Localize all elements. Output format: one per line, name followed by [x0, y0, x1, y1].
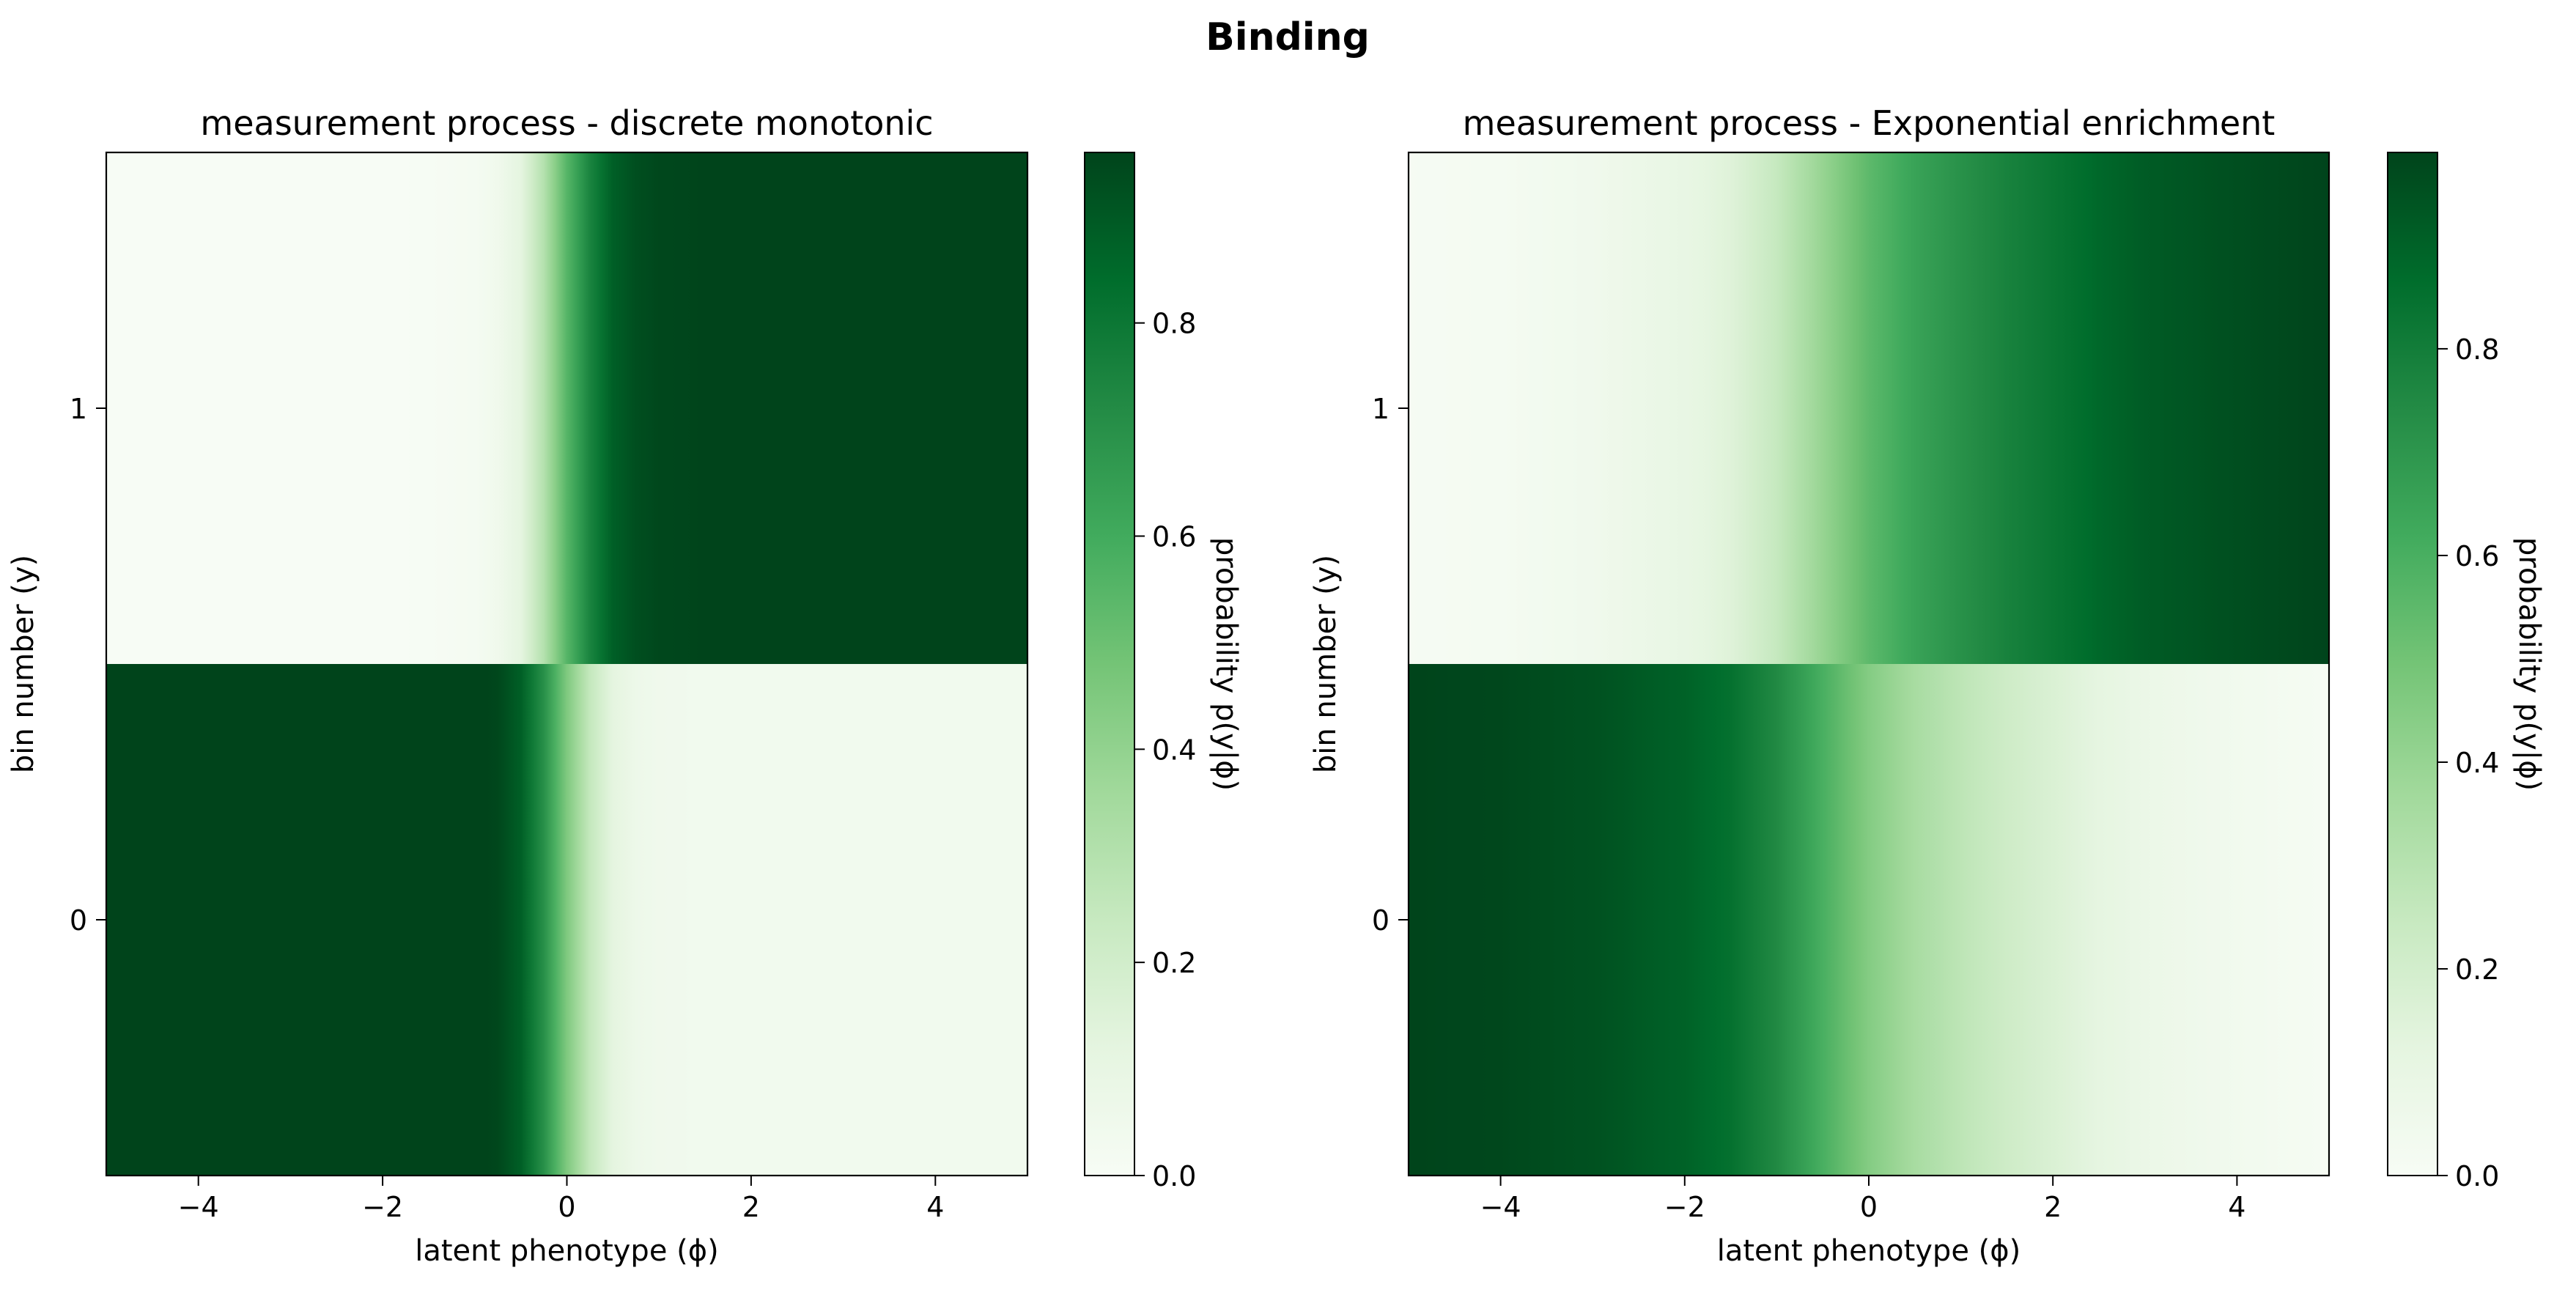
x-tick-label: 2	[2044, 1191, 2062, 1223]
x-tick-label: 4	[2228, 1191, 2245, 1223]
heatmap-row-bin-0	[106, 664, 1027, 1176]
x-tick-label: −4	[1480, 1191, 1521, 1223]
colorbar-tick-label: 0.2	[1152, 947, 1196, 979]
heatmap-row-bin-1	[106, 152, 1027, 664]
heatmap-row-bin-0	[1409, 664, 2329, 1176]
heatmap-panel-1: measurement process - discrete monotonic…	[7, 103, 1243, 1268]
x-tick-label: 4	[926, 1191, 944, 1223]
colorbar-tick-label: 0.6	[1152, 521, 1196, 553]
y-tick-label: 0	[70, 904, 87, 937]
panel-title: measurement process - Exponential enrich…	[1463, 103, 2276, 143]
x-tick-label: 2	[742, 1191, 760, 1223]
x-tick-label: −4	[178, 1191, 219, 1223]
colorbar: 0.0 0.2 0.4 0.6 0.8 probability p(y|ϕ)	[1084, 152, 1243, 1192]
colorbar-tick-label: 0.0	[2455, 1160, 2499, 1192]
heatmap-panel-2: measurement process - Exponential enrich…	[1309, 103, 2546, 1268]
colorbar-label: probability p(y|ϕ)	[2512, 537, 2546, 791]
colorbar-gradient	[2388, 152, 2437, 1176]
colorbar-gradient	[1085, 152, 1134, 1176]
y-tick-label: 0	[1372, 904, 1390, 937]
colorbar-tick-label: 0.6	[2455, 540, 2499, 572]
panel-title: measurement process - discrete monotonic	[200, 103, 933, 143]
x-axis-label: latent phenotype (ϕ)	[1717, 1234, 2021, 1268]
colorbar-tick-label: 0.4	[2455, 747, 2499, 779]
x-axis-label: latent phenotype (ϕ)	[415, 1234, 719, 1268]
colorbar-tick-label: 0.0	[1152, 1160, 1196, 1192]
colorbar-frame	[1084, 152, 1135, 1176]
heatmap-row-bin-1	[1409, 152, 2329, 664]
x-tick-label: −2	[1664, 1191, 1705, 1223]
x-tick-label: 0	[558, 1191, 575, 1223]
colorbar: 0.0 0.2 0.4 0.6 0.8 probability p(y|ϕ)	[2387, 152, 2546, 1192]
colorbar-tick-label: 0.8	[2455, 333, 2499, 366]
y-tick-label: 1	[70, 393, 87, 425]
figure-title: Binding	[1206, 15, 1370, 59]
y-tick-label: 1	[1372, 393, 1390, 425]
x-tick-label: −2	[362, 1191, 403, 1223]
colorbar-tick-label: 0.4	[1152, 734, 1196, 766]
colorbar-label: probability p(y|ϕ)	[1209, 537, 1243, 791]
y-axis-label: bin number (y)	[7, 555, 40, 773]
colorbar-tick-label: 0.8	[1152, 308, 1196, 340]
x-tick-label: 0	[1860, 1191, 1878, 1223]
colorbar-tick-label: 0.2	[2455, 953, 2499, 986]
colorbar-frame	[2387, 152, 2438, 1176]
y-axis-label: bin number (y)	[1309, 555, 1343, 773]
